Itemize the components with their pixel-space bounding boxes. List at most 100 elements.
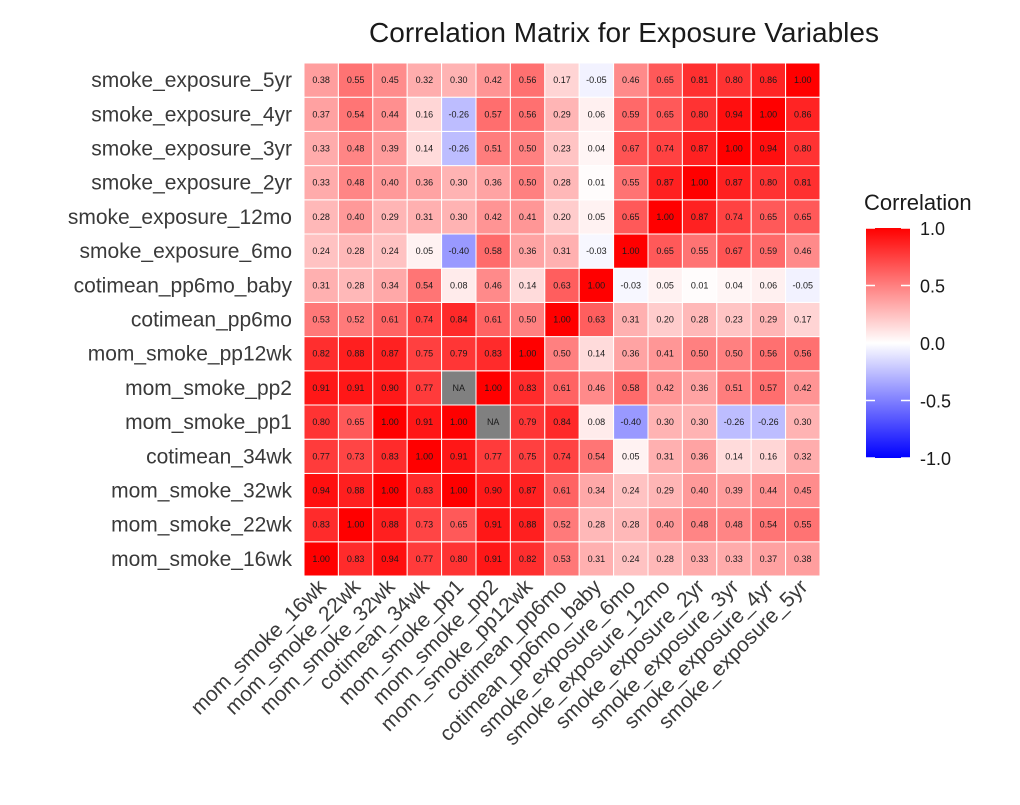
heatmap-cell [716,336,752,372]
cell-value-label: -0.05 [586,75,607,85]
heatmap-cell [372,507,408,543]
cell-value-label: 0.48 [691,520,709,530]
cell-value-label: 0.87 [725,178,743,188]
y-tick-label: cotimean_pp6mo_baby [74,274,293,297]
heatmap-cell [544,336,580,372]
cell-value-label: 0.30 [794,417,812,427]
y-tick-label: smoke_exposure_5yr [91,69,292,92]
heatmap-cell [372,301,408,338]
chart-title: Correlation Matrix for Exposure Variable… [369,17,879,48]
cell-value-label: 0.34 [381,280,399,290]
x-axis-labels: mom_smoke_16wkmom_smoke_22wkmom_smoke_32… [187,575,813,750]
cell-value-label: 0.42 [484,212,502,222]
cell-value-label: 0.41 [519,212,537,222]
cell-value-label: 0.44 [381,109,399,119]
cell-value-label: 0.88 [347,486,365,496]
heatmap-cell [681,370,718,406]
cell-value-label: 0.65 [450,520,468,530]
heatmap-cell [337,62,374,98]
heatmap-cell [509,233,546,269]
heatmap-cell [544,472,580,509]
cell-value-label: 0.28 [347,246,365,256]
cell-value-label: 0.28 [312,212,330,222]
legend-title: Correlation [864,190,972,215]
cell-value-label: 0.52 [553,520,571,530]
cell-value-label: 0.30 [450,212,468,222]
heatmap-cell [681,336,718,372]
cell-value-label: 0.74 [416,315,434,325]
cell-value-label: -0.26 [449,109,470,119]
heatmap-cell [509,96,546,132]
heatmap-cell [647,301,683,338]
heatmap-cell [372,336,408,372]
heatmap-cell [441,96,477,132]
heatmap-cell [372,267,408,303]
cell-value-label: 0.39 [725,486,743,496]
cell-value-label: 1.00 [553,315,571,325]
cell-value-label: 0.87 [519,486,537,496]
heatmap-cell [337,370,374,406]
y-tick-label: mom_smoke_pp12wk [88,343,293,366]
cell-value-label: 0.05 [588,212,606,222]
y-tick-label: smoke_exposure_3yr [91,138,292,161]
cell-value-label: 0.80 [760,178,778,188]
heatmap-cell [441,438,477,474]
cell-value-label: 0.58 [484,246,502,256]
y-axis-labels: mom_smoke_16wk mom_smoke_22wk mom_smoke_32… [68,69,293,571]
cell-value-label: -0.26 [758,417,779,427]
heatmap-cell [303,370,339,406]
cell-value-label: 0.06 [760,280,778,290]
cell-value-label: 0.61 [484,315,502,325]
cell-value-label: 0.31 [656,451,674,461]
cell-value-label: 0.24 [622,486,640,496]
cell-value-label: 0.14 [519,280,537,290]
cell-value-label: -0.26 [449,144,470,154]
cell-value-label: 0.61 [381,315,399,325]
y-tick-label: smoke_exposure_4yr [91,103,292,126]
heatmap-cell [647,233,683,269]
heatmap-cell [785,62,821,98]
cell-value-label: 0.61 [553,486,571,496]
cell-value-label: 0.87 [691,144,709,154]
cell-value-label: 0.08 [588,417,606,427]
heatmap-cell [337,438,374,474]
cell-value-label: 0.54 [588,451,606,461]
heatmap-cell [647,130,683,167]
cell-value-label: 0.80 [312,417,330,427]
heatmap-cell [613,199,649,235]
cell-value-label: 0.91 [484,520,502,530]
cell-value-label: 0.24 [381,246,399,256]
cell-value-label: 0.56 [794,349,812,359]
cell-value-label: 0.61 [553,383,571,393]
heatmap-cell [372,199,408,235]
cell-value-label: 0.48 [725,520,743,530]
heatmap-cell [441,301,477,338]
cell-value-label: 0.91 [416,417,434,427]
cell-value-label: 0.91 [450,451,468,461]
cell-value-label: 0.17 [553,75,571,85]
heatmap-cell [681,267,718,303]
cell-value-label: 1.00 [519,349,537,359]
cell-value-label: 0.40 [381,178,399,188]
heatmap-cell [441,507,477,543]
cell-value-label: 0.86 [760,75,778,85]
cell-value-label: 0.17 [794,315,812,325]
cell-value-label: 0.67 [725,246,743,256]
cell-value-label: 0.29 [381,212,399,222]
heatmap-cell [406,507,443,543]
heatmap-cell [578,130,615,167]
cell-value-label: 1.00 [381,486,399,496]
cell-value-label: 0.88 [381,520,399,530]
cell-value-label: 1.00 [312,554,330,564]
cell-value-label: 0.55 [691,246,709,256]
heatmap-cell [785,301,821,338]
heatmap-cell [509,130,546,167]
cell-value-label: 0.36 [519,246,537,256]
cell-value-label: 0.56 [760,349,778,359]
cell-value-label: NA [453,383,466,393]
cell-value-label: 0.87 [381,349,399,359]
cell-value-label: 0.30 [656,417,674,427]
legend-tick-label: -1.0 [920,449,951,469]
heatmap-cell [372,438,408,474]
